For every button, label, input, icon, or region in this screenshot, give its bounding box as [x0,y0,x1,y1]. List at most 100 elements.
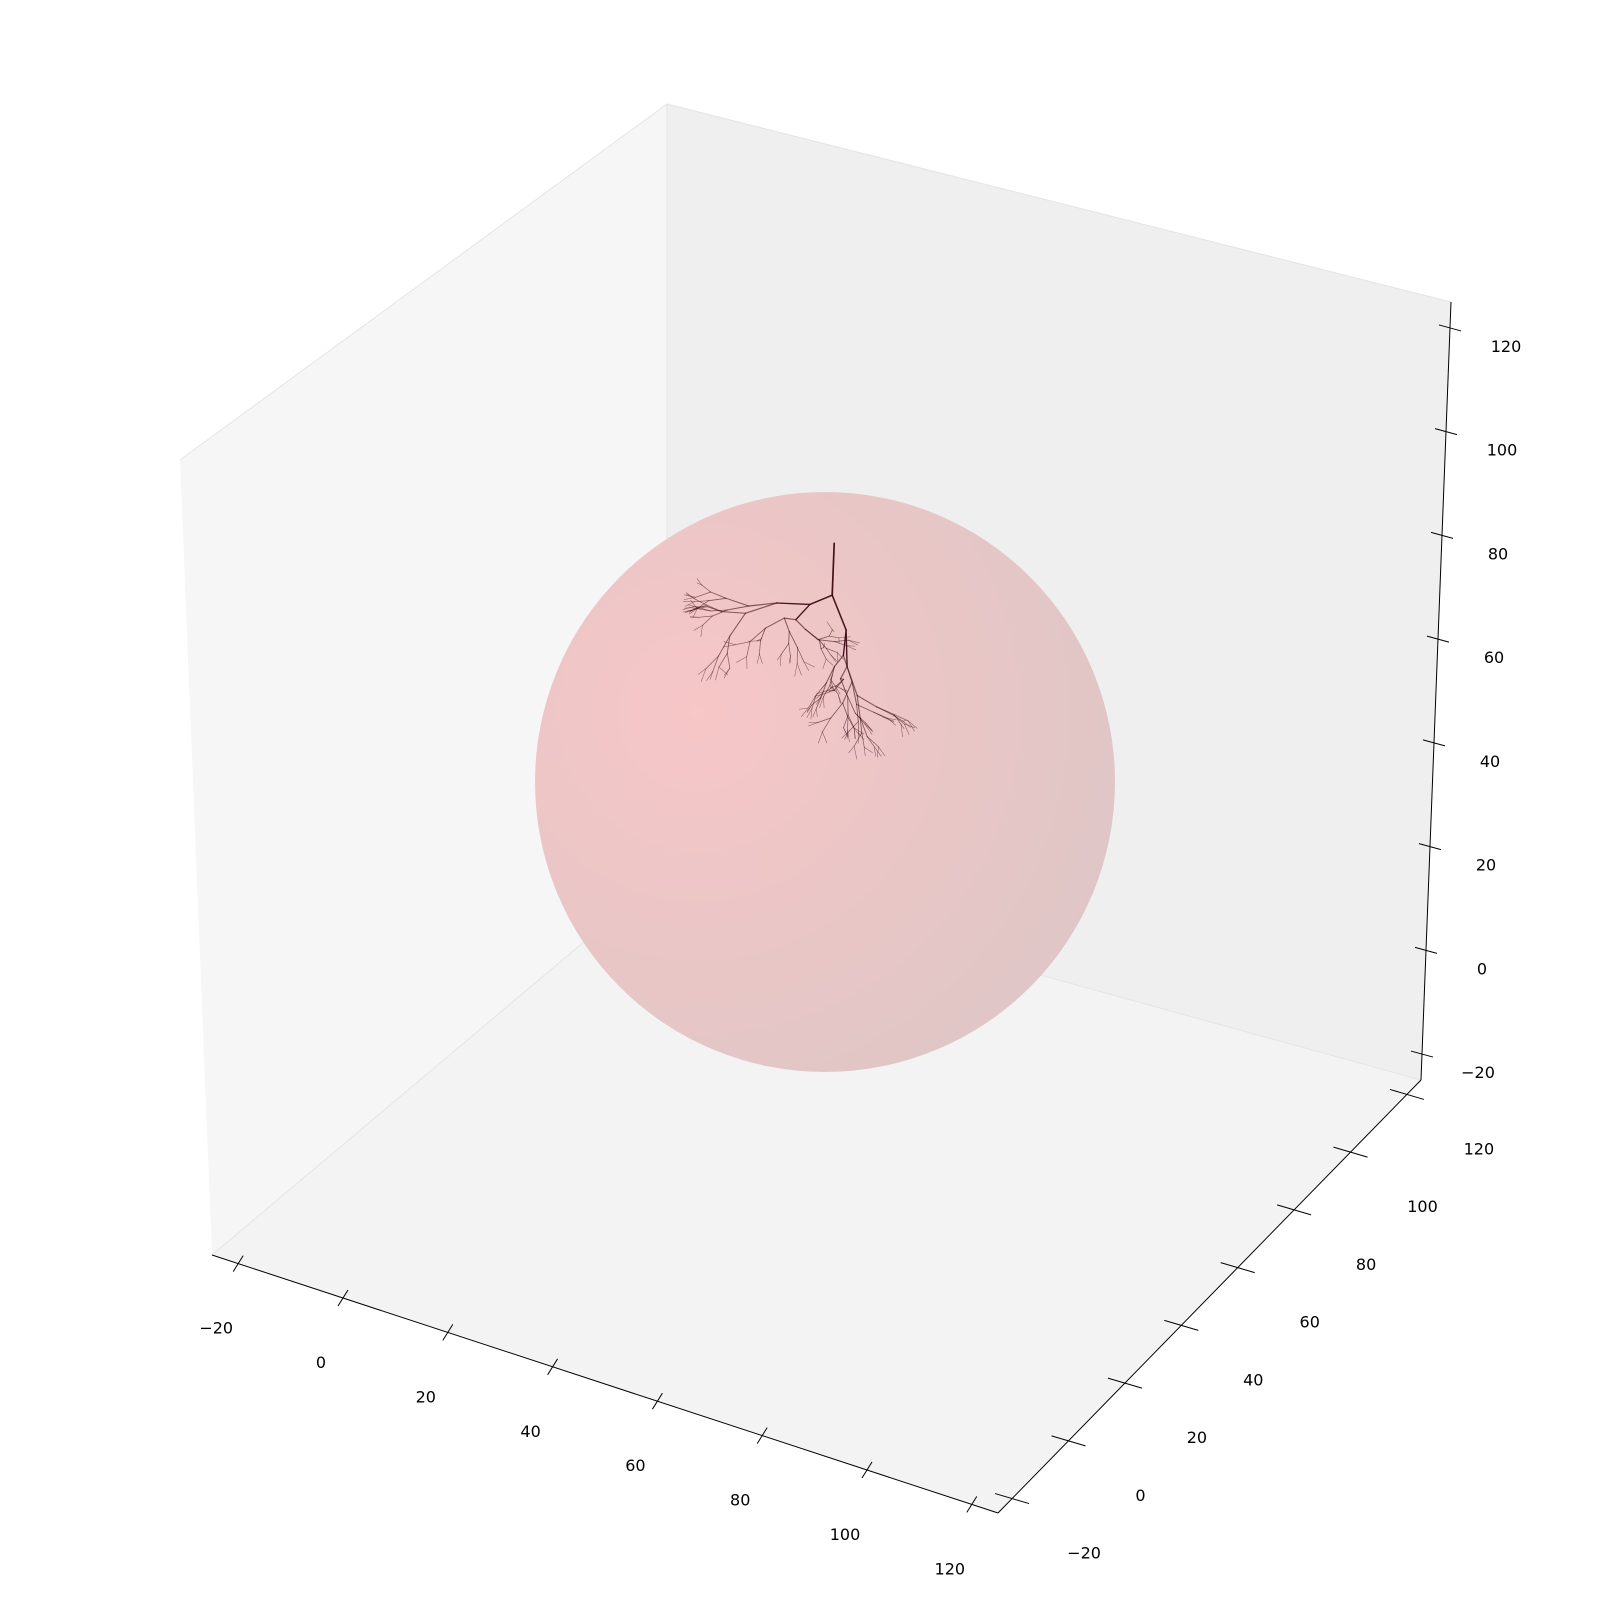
tree-segment [712,655,719,673]
tree-segment [725,597,750,607]
tree-segment [699,615,713,618]
tree-segment [901,724,903,737]
x-tick [966,1496,978,1513]
tree-segment [801,707,809,717]
y-tick [994,1493,1030,1505]
tree-segment [722,644,736,648]
y-tick [1389,1088,1425,1100]
tree-segment [864,723,873,735]
tree-segment [856,703,859,723]
tree-segment [843,714,849,729]
tree-segment [847,696,856,714]
tree-segment [710,609,728,612]
tree-segment [842,681,853,704]
tree-segment [829,685,837,689]
tree-segment [709,671,713,680]
tree-segment [833,678,845,691]
z-tick-label: 20 [1476,856,1496,875]
tree-segment [820,647,825,650]
tree-segment [693,625,703,631]
tree-segment [788,630,790,645]
tree-segment [692,608,698,618]
tree-segment [843,727,849,737]
tree-segment [683,596,697,600]
tree-segment [848,639,860,644]
tree-segment [723,667,731,679]
tree-segment [907,720,915,732]
tree-segment [857,732,859,744]
tree-segment [708,597,727,602]
y-tick [1276,1204,1312,1216]
tree-segment [697,606,711,612]
tree-segment [848,746,855,754]
tree-segment [694,598,707,606]
tree-segment [901,724,905,729]
tree-segment [853,732,863,747]
tree-segment [746,641,751,658]
z-tick [1430,531,1454,539]
tree-segment [845,645,857,651]
tree-segment [826,621,833,631]
tree-segment [854,712,866,725]
tree-segment [688,608,698,615]
tree-segment [859,716,868,737]
x-tick [861,1461,873,1479]
tree-segment [712,609,728,617]
tree-segment [864,747,866,757]
tree-segment [851,681,858,705]
y-tick [1051,1435,1086,1447]
y-tick-label: 60 [1300,1313,1320,1332]
tree-segment [726,635,731,654]
tree-segment [820,648,827,660]
tree-segment [795,619,807,630]
tree-segment [825,658,834,666]
z-tick-label: 120 [1491,337,1522,356]
tree-segment [846,665,858,697]
tree-segment [690,599,698,609]
x-tick [232,1255,244,1272]
left-pane [180,104,667,1255]
tree-segment [803,661,809,671]
tree-segment [795,603,811,621]
tree-segment [830,679,836,687]
y-tick-label: 80 [1356,1255,1376,1274]
x-tick-label: 120 [935,1559,966,1578]
tree-segment [816,707,818,718]
x-tick-label: −20 [199,1319,233,1338]
tree-segment [841,730,850,739]
tree-segment [726,605,750,611]
tree-segment [837,693,842,704]
tree-segment [811,695,817,709]
tree-segment [696,578,703,586]
tree-segment [810,707,813,720]
branching-tree [682,542,918,760]
tree-segment [831,594,847,631]
tree-segment [892,714,905,725]
tree-segment [806,707,813,718]
tree-segment [893,714,902,726]
tree-segment [853,727,856,739]
tree-segment [822,731,828,744]
tree-segment [809,594,833,606]
tree-segment [825,647,832,656]
axes: −20 0 20 40 60 80 100 120 −20 0 20 40 60 80 100 120 −20 0… [199,301,1522,1578]
z-tick-label: 100 [1487,441,1518,460]
tree-segment [893,714,909,722]
y-tick [1333,1146,1368,1158]
z-tick [1410,1050,1434,1058]
tree-segment [794,663,798,677]
tree-segment [695,591,712,598]
tree-segment [796,663,802,676]
tree-segment [825,647,838,653]
tree-segment [783,617,797,621]
tree-segment [823,696,825,708]
tree-segment [822,658,827,669]
z-tick [1414,946,1438,954]
tree-segment [759,640,761,655]
tree-segment [849,721,859,731]
tree-segment [828,629,833,637]
x-tick-label: 100 [830,1525,861,1544]
tree-segment [820,682,827,699]
tree-segment [808,722,819,727]
